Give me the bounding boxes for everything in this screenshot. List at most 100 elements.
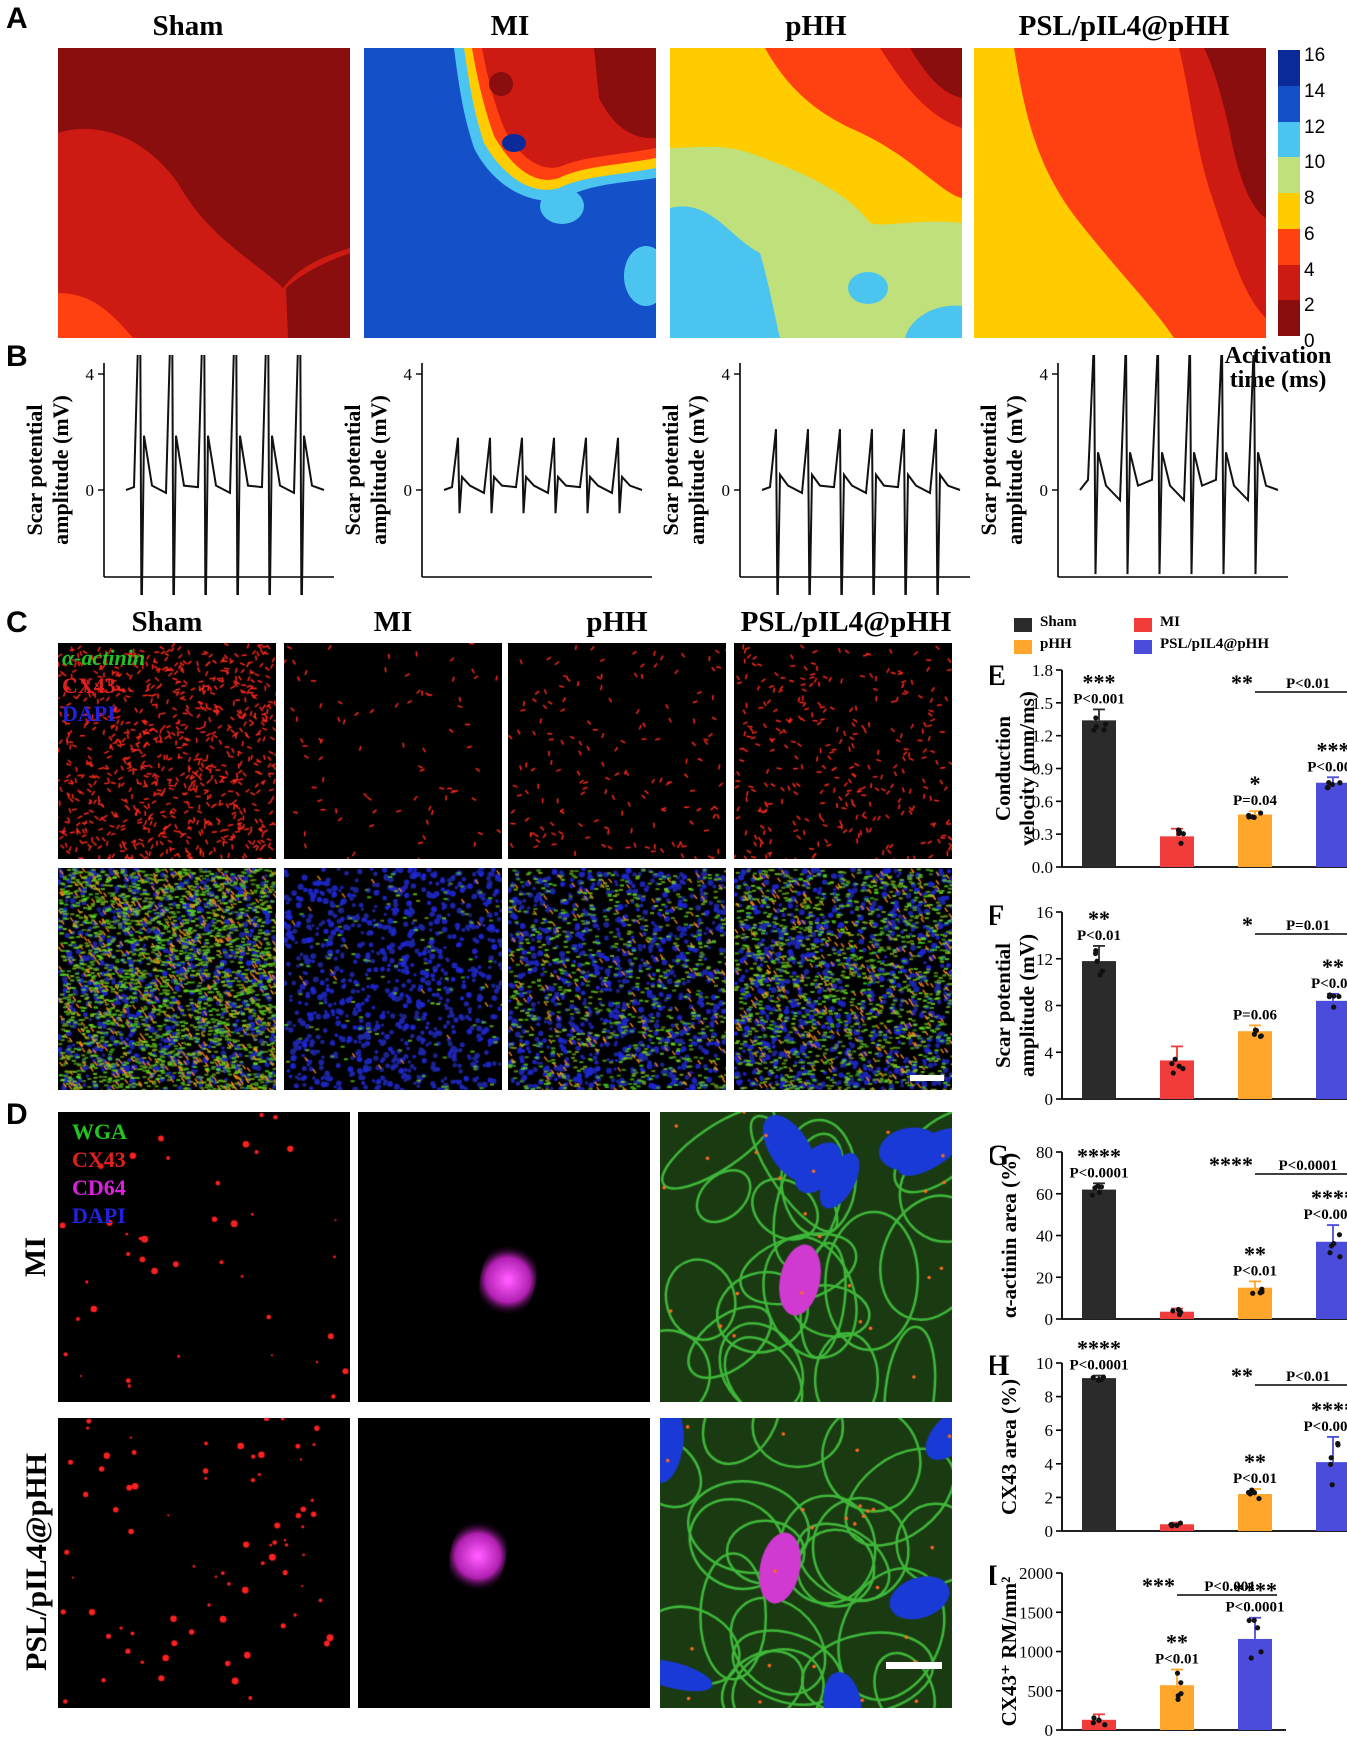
chart-y-tick-label: 8	[1045, 1388, 1054, 1407]
data-point	[1102, 721, 1109, 727]
stain-label-dapi: DAPI	[62, 701, 116, 726]
colorbar-title: Activation time (ms)	[1212, 344, 1344, 392]
chart-y-tick-label: 0.3	[1032, 825, 1053, 844]
activation-map-phh	[670, 48, 962, 338]
chart-y-tick-label: 4	[1045, 1455, 1054, 1474]
bar	[1238, 1638, 1272, 1730]
data-point	[1096, 1717, 1102, 1723]
chart-y-tick-label: 60	[1036, 1185, 1053, 1204]
chart-y-tick-label: 0.6	[1032, 792, 1053, 811]
panel-label-g: G	[990, 1139, 1009, 1172]
data-point	[1090, 1375, 1096, 1381]
data-point	[1258, 810, 1264, 816]
chart-y-tick-label: 0.9	[1032, 760, 1053, 779]
comparison-stars: ***	[1142, 1573, 1175, 1598]
data-point	[1178, 840, 1184, 846]
bar	[1160, 1311, 1194, 1319]
data-point	[1247, 1491, 1253, 1497]
trace-panels: 840-4Scar potentialamplitude (mV)840-4Sc…	[22, 355, 1288, 595]
chart-y-tick-label: 1.5	[1032, 694, 1053, 713]
data-point	[1336, 1232, 1343, 1238]
legend-label-mi: MI	[1160, 614, 1180, 630]
p-value-label: P<0.01	[1233, 1471, 1277, 1487]
comparison-p-value: P<0.0001	[1279, 1158, 1338, 1174]
data-point	[1327, 1250, 1333, 1256]
bar	[1082, 720, 1116, 867]
comparison-p-value: P<0.01	[1286, 1369, 1330, 1385]
data-point	[1101, 727, 1107, 733]
p-value-label: P<0.01	[1233, 1263, 1277, 1279]
micrograph-d-psl-cx43	[58, 1418, 350, 1708]
colorbar-title-line2: time (ms)	[1229, 367, 1327, 393]
trace-tick-label: 0	[722, 481, 731, 500]
trace-tick-label: 0	[86, 481, 95, 500]
legend-label-phh: pHH	[1040, 636, 1072, 652]
chart-y-tick-label: 80	[1036, 1143, 1053, 1162]
chart-y-tick-label: 0	[1045, 1090, 1054, 1109]
data-point	[1336, 993, 1342, 1000]
chart-y-tick-label: 6	[1045, 1421, 1054, 1440]
chart-y-tick-label: 40	[1036, 1227, 1053, 1246]
data-point	[1254, 1625, 1261, 1631]
chart-y-tick-label: 20	[1036, 1268, 1053, 1287]
data-point	[1335, 1440, 1341, 1447]
data-point	[1175, 1693, 1181, 1699]
comparison-p-value: P<0.01	[1286, 676, 1330, 692]
trace-tick-label: 4	[404, 365, 413, 384]
chart-ylabel: Scar potentialamplitude (mV)	[991, 934, 1039, 1077]
data-point	[1176, 830, 1182, 837]
p-value-label: P<0.0001	[1226, 1600, 1285, 1616]
micrograph-c-phh-cx43	[508, 643, 726, 859]
scale-bar-d	[886, 1662, 942, 1669]
colorbar-tick: 16	[1304, 45, 1326, 66]
data-point	[1251, 1490, 1258, 1496]
stain-label-dapi: DAPI	[72, 1203, 126, 1228]
data-point	[1096, 1189, 1103, 1195]
panel-label-i: I	[990, 1559, 998, 1592]
data-point	[1175, 1306, 1182, 1313]
trace-tick-label: 0	[1040, 481, 1049, 500]
significance-stars: ***	[1317, 737, 1347, 762]
title-a-psl: PSL/pIL4@pHH	[1018, 10, 1230, 42]
bar	[1082, 1719, 1116, 1730]
trace-tick-label: 0	[404, 481, 413, 500]
stain-label-cx43: CX43	[72, 1147, 126, 1172]
data-point	[1249, 814, 1256, 820]
colorbar	[1278, 50, 1300, 336]
data-point	[1170, 1070, 1176, 1076]
data-point	[1092, 950, 1099, 957]
colorbar-tick: 14	[1304, 80, 1326, 102]
bar-charts: E 0.0 0.3 0.6 0.9 1.2 1.5 1.8 Conductionvelocity…	[990, 659, 1347, 1740]
p-value-label: P<0.001	[1307, 759, 1347, 775]
micrograph-c-sham-cx43	[58, 643, 276, 859]
legend-swatch-sham	[1014, 618, 1032, 632]
significance-stars: **	[1088, 906, 1110, 931]
trace-ylabel: Scar potentialamplitude (mV)	[976, 395, 1027, 545]
significance-stars: ****	[1311, 1185, 1347, 1210]
p-value-label: P<0.001	[1073, 691, 1124, 707]
significance-stars: **	[1244, 1449, 1266, 1474]
p-value-label: P<0.0001	[1070, 1358, 1129, 1374]
p-value-label: P<0.01	[1155, 1652, 1199, 1668]
micrograph-d-mi-merge	[660, 1112, 952, 1402]
data-point	[1100, 1374, 1107, 1380]
chart-ylabel: CX43 area (%)	[997, 1379, 1021, 1515]
micrograph-d-mi-cd64	[358, 1112, 650, 1402]
row-label-psl: PSL/pIL4@pHH	[20, 1453, 53, 1671]
significance-stars: ****	[1077, 1336, 1121, 1361]
data-point	[1172, 1056, 1178, 1062]
title-a-mi: MI	[490, 10, 530, 42]
comparison-stars: **	[1231, 670, 1253, 695]
legend-label-sham: Sham	[1040, 614, 1077, 630]
title-c-mi: MI	[373, 606, 413, 638]
p-value-label: P=0.04	[1233, 793, 1277, 809]
data-point	[1168, 1521, 1174, 1528]
chart-y-tick-label: 2000	[1019, 1564, 1053, 1583]
data-point	[1094, 958, 1100, 964]
trace-line	[125, 355, 325, 595]
data-point	[1178, 1680, 1184, 1686]
data-point	[1337, 1254, 1343, 1260]
trace-line	[443, 437, 643, 514]
p-value-label: P=0.06	[1233, 1007, 1277, 1023]
data-point	[1331, 993, 1337, 999]
